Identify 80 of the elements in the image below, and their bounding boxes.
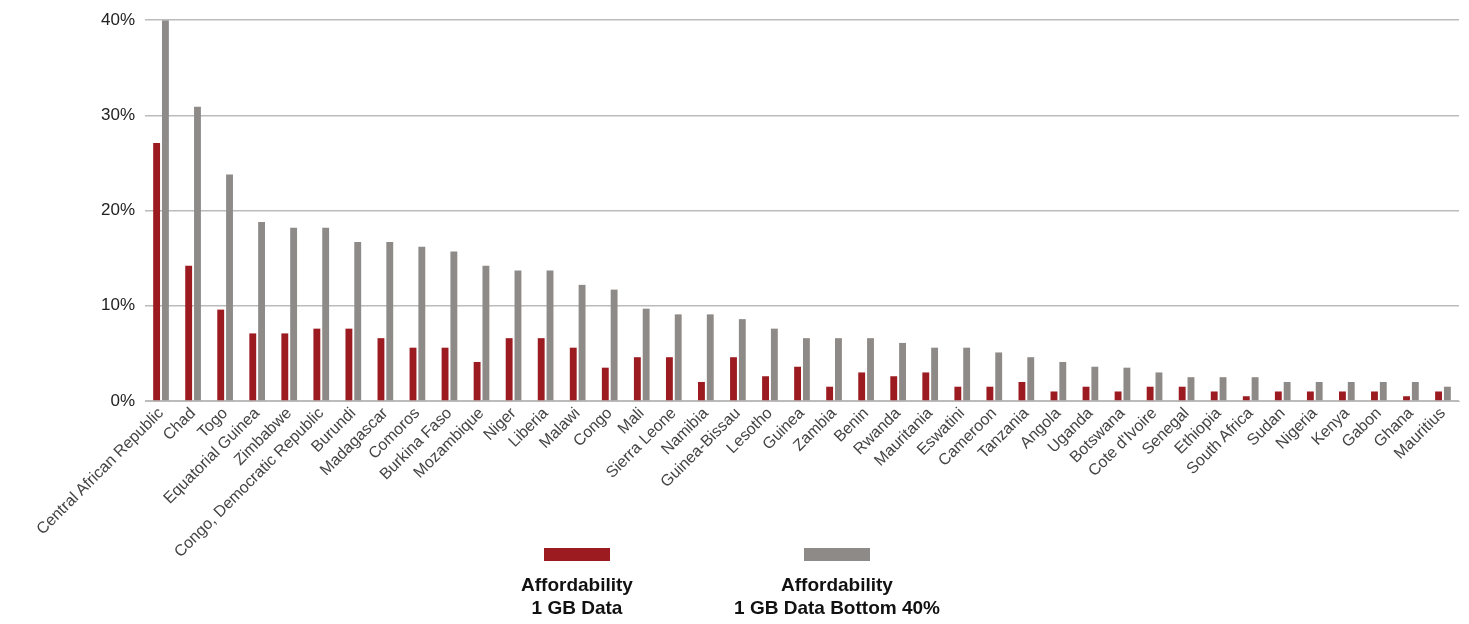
bar [482, 265, 490, 401]
bar [217, 309, 225, 401]
bar [290, 227, 298, 401]
bar [1050, 391, 1058, 401]
bar [161, 20, 169, 401]
bar [954, 386, 962, 401]
bar [1371, 391, 1378, 401]
bar [794, 366, 802, 401]
bar [1435, 391, 1443, 401]
bar [642, 308, 650, 401]
bar [194, 106, 201, 401]
bar [1315, 381, 1323, 401]
bar [185, 265, 193, 401]
bar [537, 338, 545, 401]
bar [1379, 381, 1387, 401]
bar [835, 338, 842, 401]
bar [890, 376, 898, 401]
bar [1242, 396, 1250, 401]
bar [1114, 391, 1122, 401]
y-tick-label: 10% [100, 295, 135, 315]
bar [1411, 381, 1419, 401]
bar [322, 227, 330, 401]
bar [858, 372, 866, 401]
bar [1403, 396, 1410, 401]
bar [1146, 386, 1154, 401]
bar [899, 342, 906, 401]
y-tick-label: 20% [100, 200, 135, 220]
bar [931, 347, 939, 401]
legend-label: Affordability 1 GB Data Bottom 40% [734, 573, 940, 619]
bar [867, 338, 874, 401]
bar [1251, 377, 1259, 401]
bar [418, 246, 426, 401]
bar [153, 143, 161, 401]
bar [386, 242, 394, 401]
bar [674, 314, 682, 401]
bar [473, 361, 481, 401]
bar [1091, 366, 1099, 401]
bar [826, 386, 834, 401]
legend-label: Affordability 1 GB Data [521, 573, 633, 619]
bar [963, 347, 971, 401]
bar [1018, 381, 1026, 401]
bar [762, 376, 769, 401]
y-tick-label: 0% [110, 390, 135, 410]
bar [986, 386, 994, 401]
bar [354, 242, 362, 401]
bar [578, 284, 586, 401]
bar [505, 338, 513, 401]
y-tick-label: 40% [100, 9, 135, 29]
bar [249, 333, 257, 401]
bar [1123, 367, 1131, 401]
bar [802, 338, 810, 401]
bar [922, 372, 930, 401]
bar [313, 328, 321, 401]
bar [730, 357, 737, 401]
bar [706, 314, 714, 401]
bar [345, 328, 353, 401]
y-tick-label: 30% [100, 105, 135, 125]
bar [770, 328, 778, 401]
bar [665, 357, 673, 401]
bar [1283, 381, 1291, 401]
bar [226, 174, 233, 401]
bar [569, 347, 577, 401]
bar [698, 381, 705, 401]
bar [1274, 391, 1282, 401]
bar [610, 289, 618, 401]
bar [1027, 357, 1035, 401]
bar [1210, 391, 1218, 401]
bar [1443, 386, 1451, 401]
bar [1178, 386, 1186, 401]
bar [1306, 391, 1314, 401]
bar [281, 333, 289, 401]
bar [450, 251, 458, 401]
bar [633, 357, 641, 401]
bar [258, 222, 266, 401]
bar [1338, 391, 1346, 401]
bar [995, 352, 1003, 401]
bar [1347, 381, 1355, 401]
bar [738, 319, 746, 401]
bar [1059, 361, 1067, 401]
bar [601, 367, 609, 401]
